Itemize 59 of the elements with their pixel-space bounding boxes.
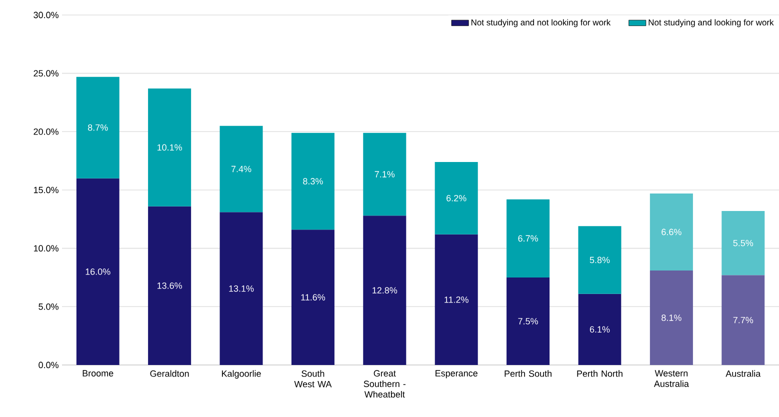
bar bbox=[76, 178, 120, 365]
bar bbox=[506, 277, 550, 365]
data-label: 6.6% bbox=[662, 228, 682, 236]
data-label: 5.8% bbox=[590, 256, 610, 264]
data-label: 12.8% bbox=[372, 287, 398, 294]
data-label: 8.1% bbox=[662, 314, 682, 321]
x-tick-label: Geraldton bbox=[150, 370, 189, 377]
bar bbox=[578, 226, 622, 294]
bar bbox=[650, 270, 693, 365]
bar bbox=[220, 212, 263, 365]
bar bbox=[148, 88, 192, 206]
bar bbox=[434, 234, 478, 365]
bar bbox=[578, 294, 622, 365]
data-label: 6.2% bbox=[446, 194, 466, 202]
bar bbox=[363, 216, 406, 365]
y-tick-label: 15.0% bbox=[34, 186, 58, 194]
data-label: 13.6% bbox=[157, 282, 182, 289]
legend-label: Not studying and looking for work bbox=[648, 19, 774, 28]
data-label: 7.5% bbox=[518, 318, 538, 324]
x-tick-label: Kalgoorlie bbox=[222, 370, 261, 379]
bar bbox=[434, 162, 478, 234]
bar bbox=[291, 132, 334, 230]
x-tick-label: Esperance bbox=[436, 370, 478, 378]
data-label: 7.4% bbox=[231, 166, 252, 172]
bar bbox=[291, 230, 334, 365]
bar bbox=[650, 193, 693, 270]
bar bbox=[220, 126, 263, 212]
bar bbox=[363, 132, 406, 216]
data-label: 8.7% bbox=[88, 124, 108, 131]
legend-label: Not studying and not looking for work bbox=[471, 19, 611, 28]
x-tick-label: Australia bbox=[726, 370, 761, 377]
x-tick-label: Broome bbox=[82, 370, 114, 376]
data-label: 7.7% bbox=[733, 316, 754, 324]
data-label: 5.5% bbox=[733, 240, 754, 246]
y-tick-label: 10.0% bbox=[34, 245, 58, 252]
y-tick-label: 5.0% bbox=[38, 303, 58, 310]
data-label: 8.3% bbox=[303, 178, 323, 184]
data-label: 11.6% bbox=[301, 294, 326, 301]
bar bbox=[506, 199, 550, 278]
x-tick-label: South West WA bbox=[294, 370, 332, 388]
y-tick-label: 25.0% bbox=[34, 70, 58, 77]
data-label: 11.2% bbox=[444, 296, 468, 303]
y-tick-label: 20.0% bbox=[34, 128, 58, 135]
data-label: 7.1% bbox=[374, 171, 395, 178]
bar bbox=[76, 76, 120, 178]
x-tick-label: Perth South bbox=[504, 370, 552, 377]
data-label: 10.1% bbox=[157, 144, 182, 151]
x-tick-label: Great Southern - Wheatbelt bbox=[364, 370, 406, 398]
bar bbox=[722, 210, 765, 276]
bar bbox=[148, 206, 192, 365]
data-label: 16.0% bbox=[86, 268, 110, 275]
bar bbox=[722, 275, 765, 365]
data-label: 6.1% bbox=[590, 326, 610, 333]
x-tick-label: Western Australia bbox=[654, 370, 689, 387]
y-tick-label: 0.0% bbox=[38, 362, 58, 368]
y-tick-label: 30.0% bbox=[34, 12, 58, 18]
x-tick-label: Perth North bbox=[577, 370, 622, 377]
data-label: 13.1% bbox=[229, 285, 254, 292]
data-label: 6.7% bbox=[518, 235, 538, 242]
